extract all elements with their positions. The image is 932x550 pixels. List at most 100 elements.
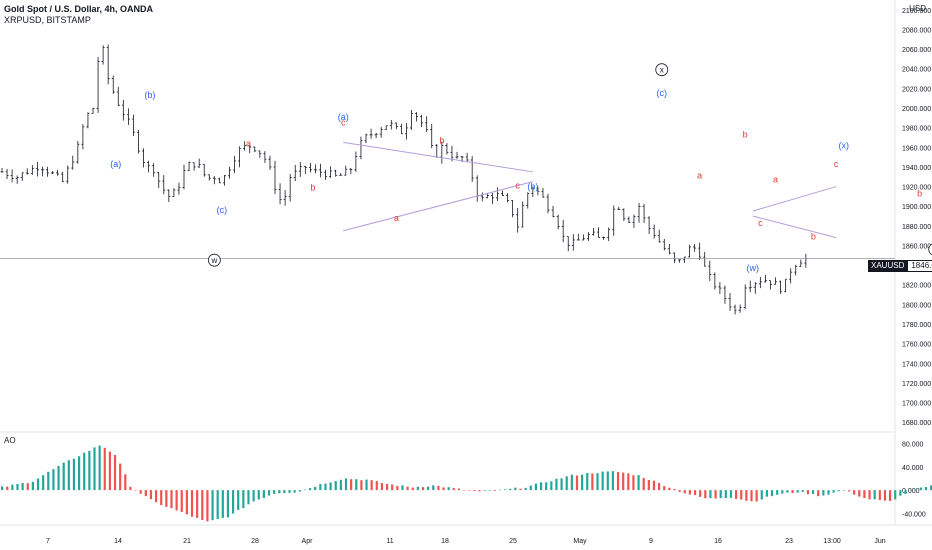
ao-y-tick-label: -40.000 [902, 511, 926, 518]
y-tick-label: 1900.000 [902, 204, 931, 211]
ao-bar [750, 490, 753, 502]
y-tick-label: 1820.000 [902, 283, 931, 290]
wave-label: (b) [144, 90, 155, 100]
ao-bar [139, 490, 142, 494]
ao-bar [683, 490, 686, 494]
x-tick-label: 11 [386, 538, 393, 545]
ao-bar [924, 486, 928, 491]
ao-bar [765, 490, 769, 497]
ao-bar [396, 486, 399, 491]
ao-bar [724, 490, 727, 499]
ao-bar [149, 490, 153, 500]
ao-bar [586, 472, 589, 491]
ao-bar [267, 490, 271, 496]
ao-bar [134, 490, 137, 491]
ao-bar [493, 490, 496, 491]
ao-bar [504, 489, 507, 491]
ao-bar [457, 488, 461, 491]
ao-bar [427, 486, 430, 491]
ao-bar [437, 485, 440, 491]
ao-bar [760, 490, 763, 500]
y-tick-label: 1880.000 [902, 224, 931, 231]
wedge-trendline [343, 181, 533, 232]
ao-bar [411, 487, 414, 491]
y-tick-label: 1720.000 [902, 381, 931, 388]
ao-bar [160, 490, 163, 506]
ao-bar [98, 445, 101, 491]
ao-bar [622, 472, 625, 491]
y-tick-label: 1760.000 [902, 342, 931, 349]
ao-bar [391, 484, 394, 491]
ao-bar [442, 487, 445, 491]
ao-bar [883, 490, 887, 501]
x-tick-label: Apr [302, 538, 314, 545]
ao-bar [853, 490, 856, 495]
ao-bar [591, 473, 594, 491]
ao-bar [180, 490, 183, 512]
y-tick-label: 1940.000 [902, 165, 931, 172]
y-tick-label: 1680.000 [902, 420, 931, 427]
y-tick-label: 2040.000 [902, 67, 931, 74]
ao-bar [416, 486, 419, 491]
ao-bar [11, 484, 14, 491]
ao-bar [658, 482, 661, 491]
y-tick-label: 1860.000 [902, 243, 931, 250]
y-tick-label: 2100.000 [902, 8, 931, 15]
ao-bar [185, 490, 188, 515]
ao-bar [262, 490, 265, 498]
ao-bar [888, 490, 892, 502]
ao-bar [293, 490, 296, 493]
ao-bar [421, 487, 425, 491]
wave-label: x [660, 66, 664, 75]
wave-label: a [246, 138, 251, 148]
ao-bar [534, 483, 538, 491]
ao-bar [509, 488, 512, 491]
price-tag-value: 1846.615 [907, 260, 932, 272]
ao-bar [237, 490, 240, 510]
ao-bar [170, 490, 173, 509]
ao-bar [529, 485, 532, 491]
ao-y-tick-label: 0.000 [902, 488, 920, 495]
ao-bar [88, 450, 91, 491]
ao-bar [308, 488, 312, 491]
ao-bar [837, 490, 840, 492]
ao-bar [36, 478, 40, 491]
ao-bar [652, 480, 656, 491]
ao-bar [103, 447, 106, 491]
ao-bar [72, 458, 76, 491]
wedge-trendline [752, 215, 837, 239]
x-tick-label: 23 [785, 538, 793, 545]
ao-bar [786, 490, 789, 493]
ao-bar [62, 462, 65, 491]
y-tick-label: 2020.000 [902, 86, 931, 93]
x-tick-label: 28 [251, 538, 259, 545]
x-tick-label: 18 [441, 538, 449, 545]
y-tick-label: 1740.000 [902, 361, 931, 368]
ao-bar [314, 486, 317, 491]
wave-label: w [210, 256, 217, 265]
ao-bar [632, 475, 635, 491]
ao-bar [201, 490, 204, 520]
ao-bar [283, 490, 286, 494]
ao-bar [899, 490, 902, 496]
y-tick-label: 1920.000 [902, 185, 931, 192]
ao-bar [524, 487, 527, 491]
ao-bar [375, 481, 378, 491]
ao-bar [673, 488, 676, 491]
indicator-title: AO [4, 436, 16, 445]
wave-label: b [917, 188, 922, 198]
ao-bar [483, 490, 486, 491]
wave-label-circle [928, 243, 932, 256]
wave-label: (x) [839, 140, 850, 150]
wave-label: c [758, 218, 763, 228]
y-tick-label: 1980.000 [902, 126, 931, 133]
wave-label: b [743, 129, 748, 139]
ao-bar [47, 471, 50, 491]
wave-label: (c) [657, 88, 668, 98]
ao-bar [119, 463, 122, 491]
ao-bar [735, 490, 738, 499]
ao-bar [370, 480, 373, 491]
ao-bar [611, 471, 615, 491]
ao-bar [1, 486, 4, 491]
ao-bar [678, 490, 681, 492]
